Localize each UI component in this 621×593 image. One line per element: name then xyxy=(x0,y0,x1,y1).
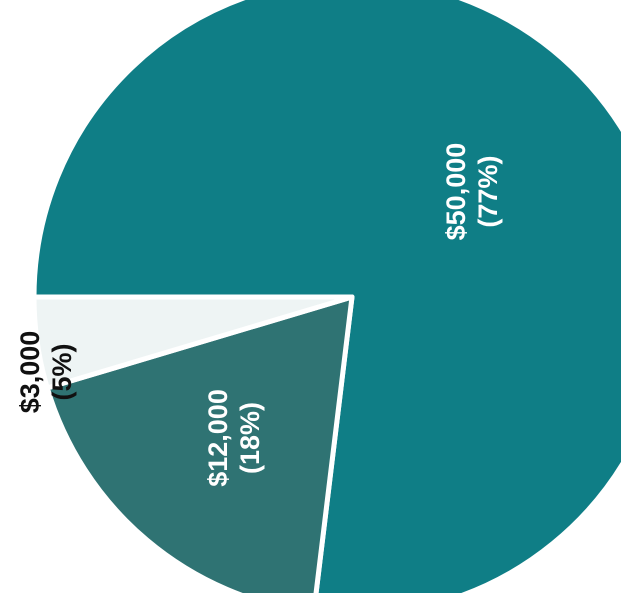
pie-slices xyxy=(31,0,621,593)
label-12000-percent: (18%) xyxy=(235,402,265,474)
pie-labels: $50,000 (77%) $12,000 (18%) $3,000 (5%) xyxy=(15,143,503,487)
label-3000: $3,000 (5%) xyxy=(15,331,77,414)
label-12000: $12,000 (18%) xyxy=(203,389,265,487)
label-50000-value: $50,000 xyxy=(441,143,471,241)
slice-3000 xyxy=(31,294,355,391)
label-3000-percent: (5%) xyxy=(47,343,77,400)
label-50000-percent: (77%) xyxy=(473,156,503,228)
label-12000-value: $12,000 xyxy=(203,389,233,487)
label-3000-value: $3,000 xyxy=(15,331,45,414)
label-50000: $50,000 (77%) xyxy=(441,143,503,241)
slice-12000 xyxy=(44,294,355,593)
